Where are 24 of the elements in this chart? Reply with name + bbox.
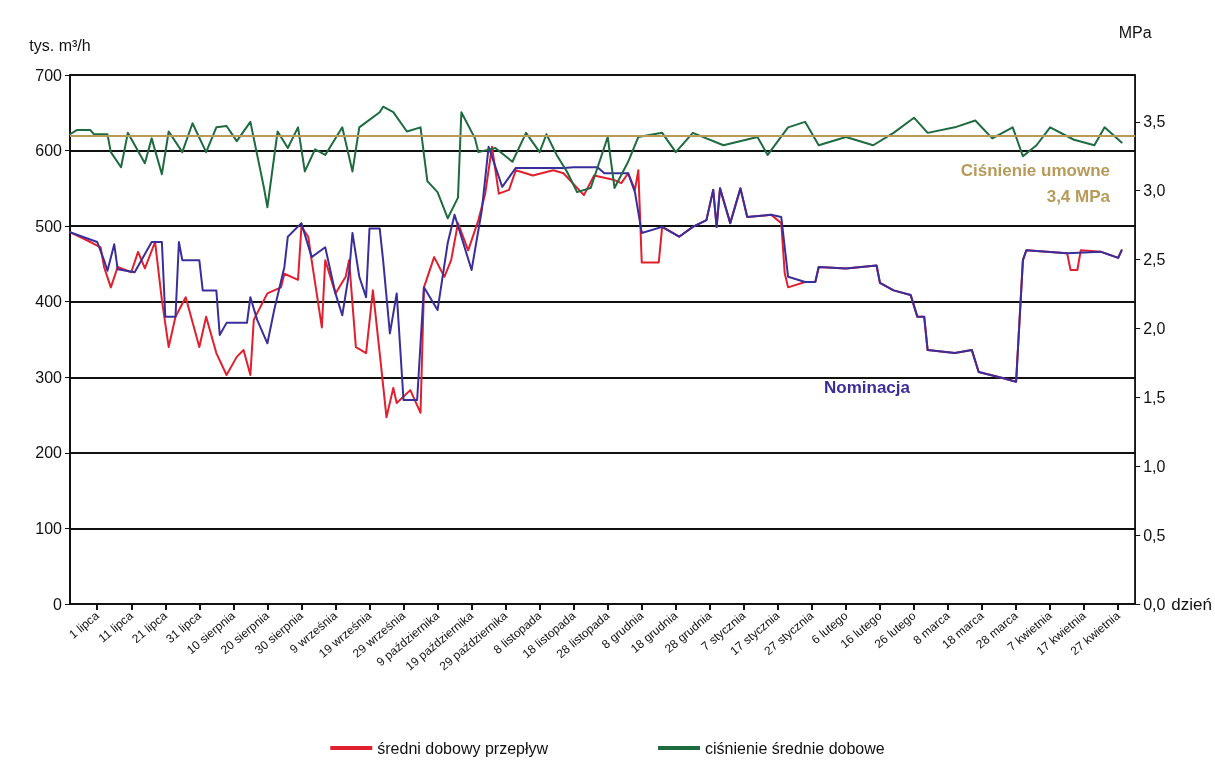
y2-tick-label: 3,5: [1143, 113, 1166, 131]
legend-label: ciśnienie średnie dobowe: [705, 739, 885, 757]
y2-tick-label: 0,5: [1143, 526, 1166, 544]
y-tick-label: 0: [53, 595, 63, 613]
y2-axis-title: MPa: [1118, 23, 1152, 41]
line-series: [69, 105, 1123, 220]
y2-tick-label: 1,0: [1143, 457, 1166, 475]
y2-tick-label: 1,5: [1143, 388, 1166, 406]
annotation: Nominacja: [824, 378, 911, 398]
y-tick-label: 700: [35, 66, 63, 84]
y-tick-label: 200: [35, 444, 63, 462]
y-tick-label: 100: [35, 519, 63, 537]
y-tick-label: 600: [35, 142, 63, 160]
y2-tick-label: 2,0: [1143, 319, 1166, 337]
y-tick-label: 400: [35, 293, 63, 311]
y2-tick-label: 2,5: [1143, 251, 1166, 269]
ref-line-label: Ciśnienie umowne 3,4 MPa: [960, 161, 1111, 207]
y-axis-title: tys. m³/h: [29, 36, 91, 54]
y2-tick-label: 3,0: [1143, 182, 1166, 200]
x-axis-title: dzień: [1171, 594, 1212, 614]
legend-label: średni dobowy przepływ: [377, 739, 549, 757]
y-tick-label: 500: [35, 217, 63, 235]
y2-tick-label: 0,0: [1143, 595, 1166, 613]
y-tick-label: 300: [35, 368, 63, 386]
